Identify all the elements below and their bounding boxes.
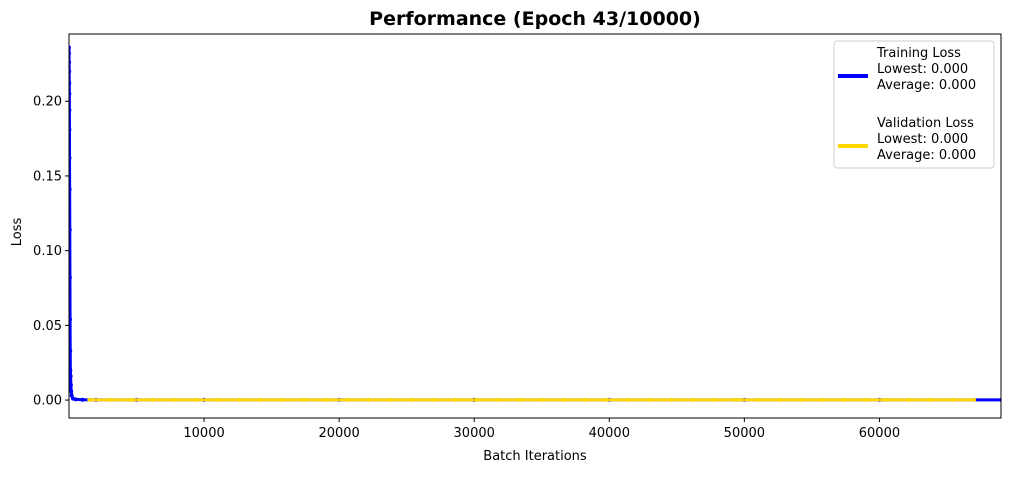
validation-loss-point [345, 397, 350, 402]
validation-loss-point [907, 397, 912, 402]
validation-loss-point [820, 397, 825, 402]
training-loss-point [80, 397, 85, 402]
training-loss-legend-marker [851, 74, 855, 78]
training-loss-point [69, 187, 72, 192]
training-loss-point [69, 156, 72, 161]
validation-loss-point [388, 397, 393, 402]
training-loss-point [69, 81, 72, 86]
y-tick-label: 0.10 [33, 244, 62, 259]
validation-loss-point [215, 397, 220, 402]
validation-loss-point [150, 397, 155, 402]
validation-loss-point [755, 397, 760, 402]
training-loss-point [69, 383, 73, 388]
validation-loss-point [474, 397, 479, 402]
validation-loss-point [496, 397, 501, 402]
validation-loss-point [777, 397, 782, 402]
training-loss-point [69, 368, 73, 373]
y-tick-label: 0.05 [33, 319, 62, 334]
validation-loss-point [669, 397, 674, 402]
validation-loss-point [561, 397, 566, 402]
training-loss-point [73, 397, 78, 402]
y-tick-label: 0.20 [33, 95, 62, 110]
validation-loss-point [129, 397, 134, 402]
validation-loss-point [258, 397, 263, 402]
training-loss-point [69, 91, 72, 96]
x-tick-label: 50000 [724, 426, 765, 441]
x-tick-label: 60000 [859, 426, 900, 441]
validation-loss-point [971, 397, 976, 402]
training-loss-point [69, 69, 72, 74]
training-loss-point [69, 51, 72, 56]
plot-frame [68, 33, 1002, 419]
training-loss-point [69, 127, 72, 132]
training-loss-point [69, 108, 72, 113]
validation-loss-legend-text: Lowest: 0.000 [877, 132, 968, 147]
y-tick-label: 0.00 [33, 394, 62, 409]
training-loss-point [69, 275, 72, 280]
training-loss-point [69, 227, 72, 232]
x-tick-label: 20000 [318, 426, 359, 441]
validation-loss-point [280, 397, 285, 402]
x-tick-label: 10000 [183, 426, 224, 441]
validation-loss-point [518, 397, 523, 402]
x-axis: 10000 20000 30000 40000 50000 60000 [183, 418, 900, 441]
validation-loss-point [863, 397, 868, 402]
validation-loss-point [431, 397, 436, 402]
validation-loss-legend-text: Validation Loss [877, 116, 974, 131]
validation-loss-point [366, 397, 371, 402]
validation-loss-point [842, 397, 847, 402]
y-axis-label: Loss [10, 218, 25, 247]
validation-loss-point [691, 397, 696, 402]
legend-box [833, 40, 995, 169]
validation-loss-point [734, 397, 739, 402]
validation-loss-point [799, 397, 804, 402]
training-loss-point [69, 374, 73, 379]
validation-loss-point [582, 397, 587, 402]
training-loss-legend-text: Lowest: 0.000 [877, 62, 968, 77]
validation-loss-legend-marker [851, 144, 855, 148]
x-axis-label: Batch Iterations [483, 449, 587, 464]
y-tick-label: 0.15 [33, 169, 62, 184]
training-loss-point [69, 317, 73, 322]
validation-loss-point [302, 397, 307, 402]
validation-loss-point [885, 397, 890, 402]
validation-loss-point [539, 397, 544, 402]
validation-loss-point [107, 397, 112, 402]
x-tick-label: 40000 [589, 426, 630, 441]
training-loss-point [69, 393, 74, 398]
x-tick-label: 30000 [454, 426, 495, 441]
validation-loss-point [193, 397, 198, 402]
validation-loss-point [87, 397, 92, 402]
validation-loss-point [237, 397, 242, 402]
training-loss-point [69, 60, 72, 65]
validation-loss-point [647, 397, 652, 402]
validation-loss-point [604, 397, 609, 402]
y-axis: 0.00 0.05 0.10 0.15 0.20 [33, 95, 69, 409]
validation-loss-point [626, 397, 631, 402]
training-loss-point [69, 389, 74, 394]
validation-loss-legend-text: Average: 0.000 [877, 148, 976, 163]
validation-loss-point [950, 397, 955, 402]
validation-loss-point [453, 397, 458, 402]
validation-loss-point [712, 397, 717, 402]
training-loss-point [69, 45, 72, 50]
chart-title: Performance (Epoch 43/10000) [369, 8, 701, 30]
validation-loss-point [323, 397, 328, 402]
training-loss-legend-text: Average: 0.000 [877, 78, 976, 93]
validation-loss-point [410, 397, 415, 402]
training-loss-point [69, 348, 73, 353]
validation-loss-point [172, 397, 177, 402]
training-loss-legend-text: Training Loss [876, 46, 961, 61]
validation-loss-point [928, 397, 933, 402]
